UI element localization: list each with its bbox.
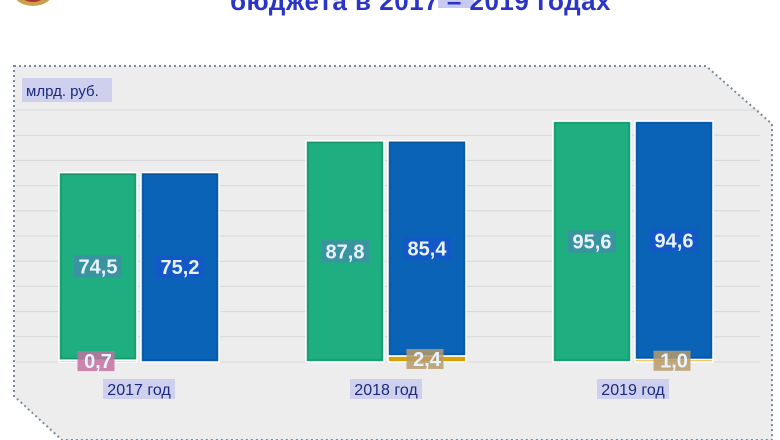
data-label-bg [403,237,451,260]
data-label-bg [77,351,115,372]
unit-label-bg [22,78,112,102]
data-label-bg [568,230,616,253]
data-label: 85,4 [408,238,448,260]
emblem-icon [8,0,58,10]
bar-segment-edge [307,142,383,361]
data-label: 75,2 [161,257,200,279]
title-highlight [438,0,474,8]
unit-label-group: млрд. руб. [22,78,112,102]
data-label: 2,4 [413,349,442,371]
bar-segment-edge [554,122,630,361]
chart-labels: 0,7 74,5 75,2 2017 год 87,8 2,4 85,4 2018 год 95… [74,229,698,399]
category-label: 2017 год [107,382,171,399]
unit-label: млрд. руб. [26,83,99,100]
category-label-bg [103,379,175,399]
data-label: 0,7 [84,351,112,373]
category-label: 2018 год [354,382,418,399]
data-label: 95,6 [573,232,612,254]
bar-segment-edge [142,173,218,361]
data-label: 74,5 [79,256,118,278]
data-label: 1,0 [660,351,688,373]
page-title: бюджета в 2017 – 2019 годах [230,0,612,16]
category-label: 2019 год [601,382,665,399]
category-label-bg [597,379,669,399]
data-label-bg [156,256,204,279]
category-label-bg [350,379,422,399]
data-label: 94,6 [655,230,694,252]
data-label-bg [74,255,122,278]
data-label-bg [653,350,691,371]
data-label-bg [406,348,444,369]
data-label-bg [321,240,369,263]
data-label: 87,8 [326,241,365,263]
data-label-bg [650,229,698,252]
